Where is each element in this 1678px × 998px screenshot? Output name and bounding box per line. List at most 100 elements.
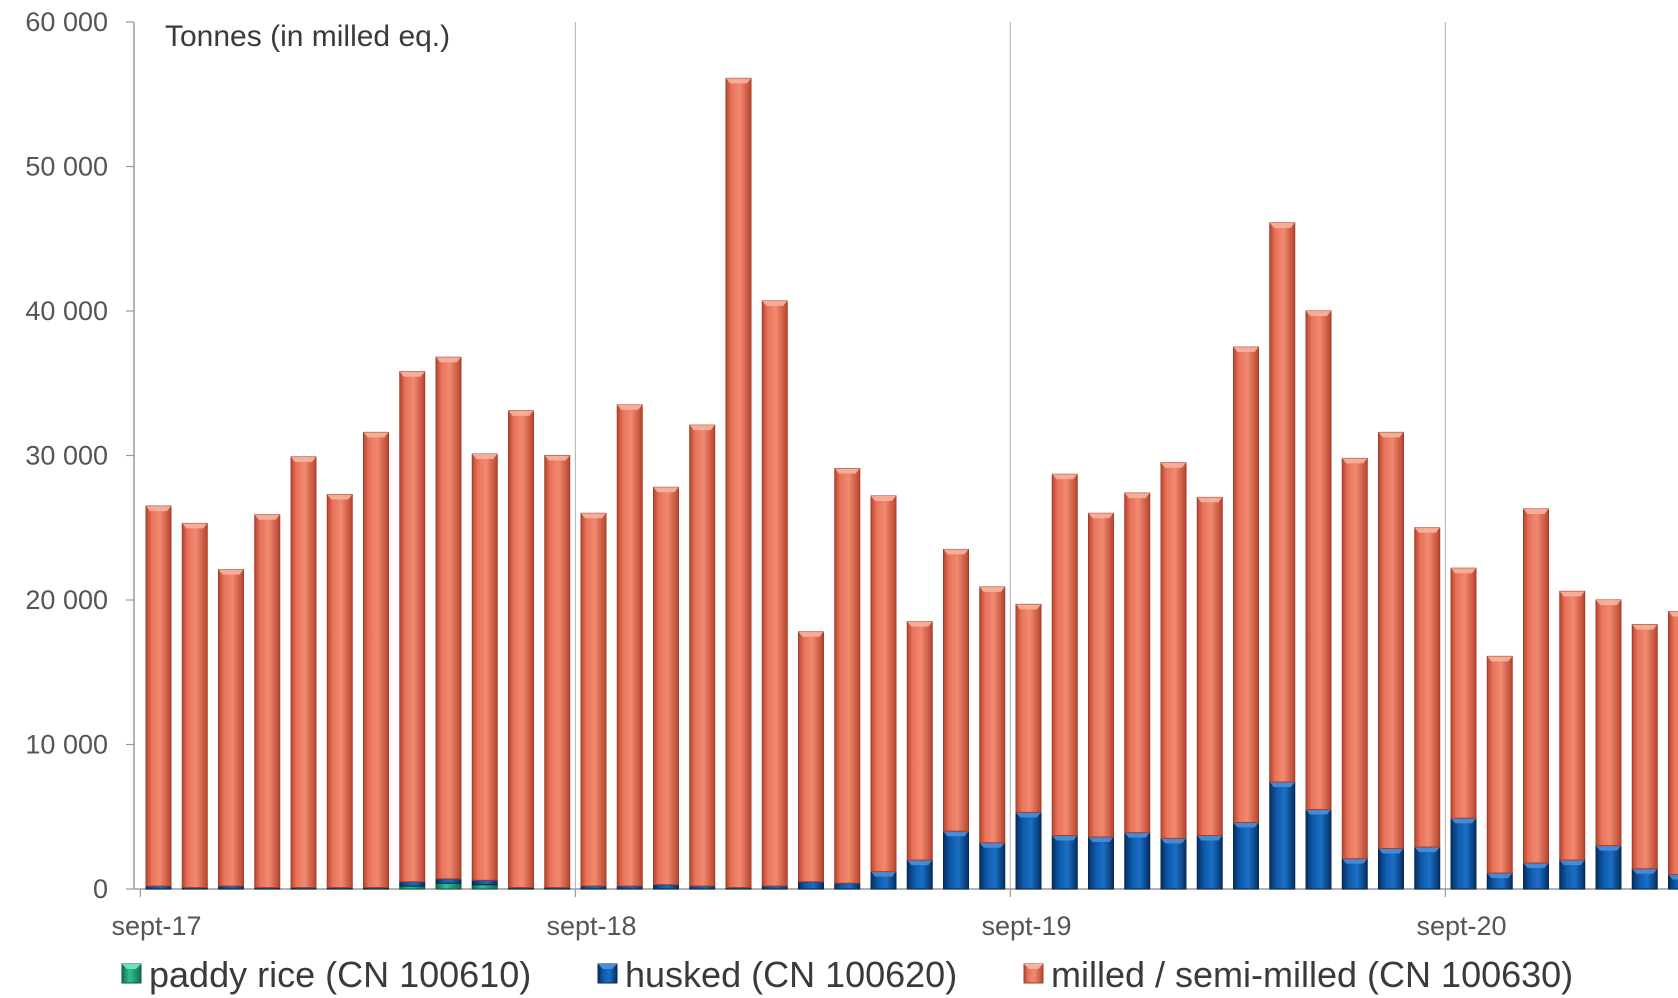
bar-bevel-husked-38: [1523, 862, 1549, 868]
bar-milled-21: [906, 621, 933, 861]
bar-milled-35: [1414, 527, 1441, 848]
legend-swatch-bevel: [598, 964, 617, 969]
bar-group-0: [145, 505, 172, 890]
y-tick-label: 40 000: [25, 296, 108, 326]
bar-milled-28: [1160, 462, 1187, 839]
bar-milled-6: [363, 431, 389, 889]
bar-milled-20: [870, 495, 897, 873]
bar-group-9: [471, 453, 498, 890]
bar-bevel-husked-35: [1414, 847, 1440, 853]
legend-swatch-bevel: [1024, 964, 1043, 969]
bar-milled-30: [1233, 346, 1259, 824]
bar-husked-34: [1378, 848, 1404, 890]
bar-group-16: [725, 77, 752, 890]
bar-husked-18: [798, 881, 824, 890]
bar-group-35: [1414, 527, 1441, 890]
bar-bevel-husked-40: [1596, 845, 1621, 851]
bar-group-2: [218, 569, 244, 890]
bar-bevel-husked-37: [1487, 873, 1513, 879]
bar-milled-22: [943, 548, 969, 832]
bar-milled-29: [1196, 496, 1223, 837]
bar-husked-23: [979, 842, 1006, 890]
bar-bevel-milled-32: [1306, 311, 1331, 316]
bar-bevel-milled-26: [1088, 513, 1114, 519]
bar-milled-12: [580, 512, 607, 887]
bar-bevel-husked-39: [1559, 860, 1585, 866]
bar-bevel-milled-34: [1378, 432, 1404, 438]
bar-husked-14: [653, 884, 679, 890]
bar-group-37: [1486, 655, 1513, 890]
bar-milled-17: [761, 300, 788, 887]
bar-milled-36: [1450, 567, 1477, 819]
bar-bevel-milled-37: [1487, 656, 1513, 662]
bar-husked-29: [1196, 835, 1223, 890]
bar-group-15: [689, 424, 716, 890]
bar-husked-19: [834, 882, 861, 890]
bar-bevel-milled-33: [1342, 458, 1368, 464]
bar-milled-25: [1051, 473, 1078, 837]
bar-husked-27: [1124, 832, 1151, 890]
legend-item-husked: husked (CN 100620): [597, 954, 957, 995]
bar-group-5: [326, 494, 353, 890]
bar-group-12: [580, 512, 607, 890]
bar-bevel-milled-19: [834, 468, 860, 474]
bar-bevel-milled-31: [1269, 222, 1295, 228]
bar-bevel-milled-42: [1668, 611, 1678, 617]
y-tick-label: 20 000: [25, 585, 108, 615]
bar-milled-19: [834, 468, 861, 884]
bar-bevel-milled-29: [1197, 497, 1223, 503]
bar-group-30: [1233, 346, 1259, 890]
bar-bevel-husked-32: [1306, 809, 1331, 815]
bar-group-1: [181, 522, 208, 890]
bar-milled-41: [1631, 624, 1658, 870]
bar-paddy-8: [435, 882, 462, 890]
bar-group-13: [616, 404, 643, 890]
bar-group-21: [906, 621, 933, 890]
bar-group-34: [1378, 431, 1404, 890]
bar-husked-36: [1450, 817, 1477, 890]
bar-bevel-husked-22: [943, 831, 969, 837]
bar-milled-14: [653, 486, 679, 886]
bar-husked-26: [1088, 836, 1114, 890]
legend-label-milled: milled / semi-milled (CN 100630): [1051, 954, 1573, 995]
bar-milled-27: [1124, 492, 1151, 834]
bar-milled-15: [689, 424, 716, 887]
bar-bevel-milled-7: [399, 371, 425, 377]
bar-group-7: [399, 371, 426, 890]
x-tick-label: sept-18: [546, 911, 636, 941]
bar-group-23: [979, 586, 1006, 890]
bar-group-17: [761, 300, 788, 890]
bar-group-40: [1595, 599, 1622, 890]
bars: [145, 77, 1678, 890]
y-tick-label: 60 000: [25, 7, 108, 37]
bar-bevel-milled-35: [1414, 527, 1440, 533]
bar-milled-34: [1378, 431, 1404, 850]
legend-label-paddy: paddy rice (CN 100610): [149, 954, 531, 995]
bar-group-14: [653, 486, 679, 890]
bar-bevel-milled-39: [1559, 591, 1585, 597]
bar-bevel-husked-31: [1269, 782, 1295, 788]
y-tick-label: 30 000: [25, 441, 108, 471]
bar-bevel-husked-29: [1197, 835, 1223, 841]
bar-milled-10: [508, 410, 534, 889]
bar-milled-37: [1486, 655, 1513, 874]
bar-milled-4: [290, 456, 317, 889]
bar-bevel-husked-24: [1016, 812, 1041, 818]
bar-bevel-milled-30: [1233, 347, 1259, 353]
bar-bevel-milled-10: [508, 410, 534, 416]
bar-bevel-milled-23: [979, 586, 1005, 592]
bar-bevel-husked-25: [1052, 835, 1078, 841]
bar-bevel-milled-41: [1632, 624, 1658, 630]
bar-group-38: [1523, 508, 1549, 890]
bar-bevel-milled-12: [581, 513, 606, 519]
plot-area: 0 10 000 20 000 30 000 40 000 50 000 60 000 se…: [25, 7, 1678, 941]
x-tick-label: sept-20: [1416, 911, 1506, 941]
bar-group-11: [544, 455, 571, 890]
bar-group-19: [834, 468, 861, 890]
bar-milled-8: [435, 356, 462, 880]
bar-milled-9: [471, 453, 498, 881]
bar-husked-32: [1305, 809, 1332, 890]
legend: paddy rice (CN 100610) husked (CN 100620)…: [121, 954, 1573, 995]
bar-bevel-milled-25: [1052, 474, 1078, 480]
